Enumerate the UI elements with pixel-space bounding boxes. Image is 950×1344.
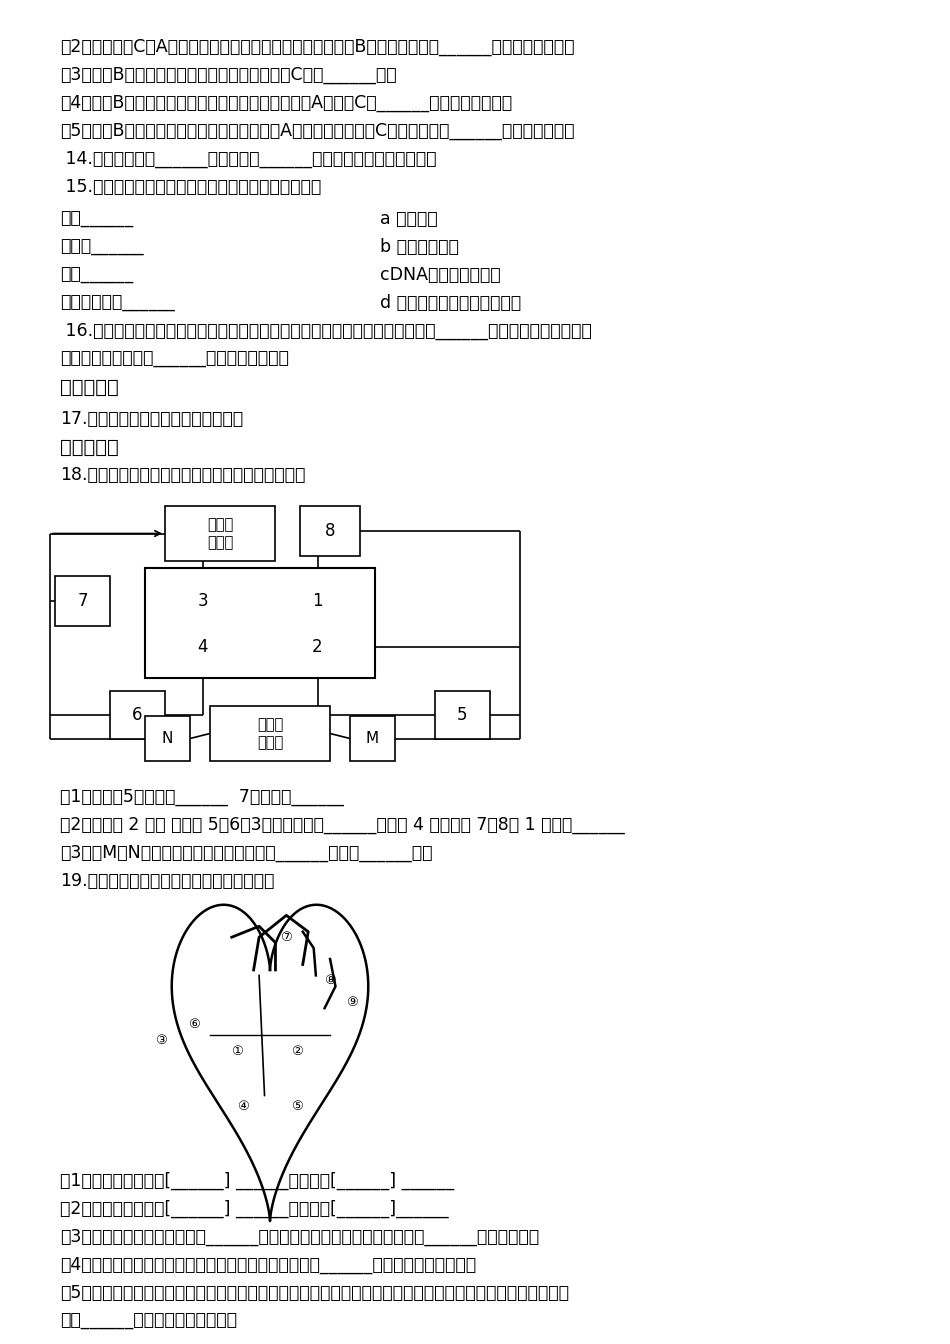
Text: 、2）血液由 2 射出 ，流经 5、6到3的循环途径叫______血液由 4 射出流经 7、8至 1 途径叫______: 、2）血液由 2 射出 ，流经 5、6到3的循环途径叫______血液由 4 射… — [60, 816, 625, 835]
Text: ⑤: ⑤ — [292, 1099, 303, 1113]
Text: 17.心脏收缩时，哪个腔的力量最强？: 17.心脏收缩时，哪个腔的力量最强？ — [60, 410, 243, 427]
Text: 、5）下肢骨骼肌活动产生的二氧化碳，被送到肺泡毛细血管经肺排出体外，二氧化碳随血液流经图中结构的顺: 、5）下肢骨骼肌活动产生的二氧化碳，被送到肺泡毛细血管经肺排出体外，二氧化碳随血… — [60, 1284, 569, 1302]
Text: 、3）图中动脉血流经的血管有______（选填标号），静脉血流经的血管有______（选填标号）: 、3）图中动脉血流经的血管有______（选填标号），静脉血流经的血管有____… — [60, 1228, 540, 1246]
Bar — [300, 505, 360, 556]
Bar — [145, 716, 190, 761]
Text: 三、解答题: 三、解答题 — [60, 378, 119, 396]
Text: 8: 8 — [325, 521, 335, 540]
Text: 16.运发动和经常参加体育锁炼的人，心肌兴旺，心脏搏动有力，安静状态下的______比一般人慢；剧烈运动: 16.运发动和经常参加体育锁炼的人，心肌兴旺，心脏搏动有力，安静状态下的____… — [60, 323, 592, 340]
Text: b 生物分类系统: b 生物分类系统 — [380, 238, 459, 255]
Text: 。2）如果血管C、A分别连通左心房和右心室，那么图中字毟B所示结构是位于______周围的毛细血管。: 。2）如果血管C、A分别连通左心房和右心室，那么图中字毟B所示结构是位于____… — [60, 38, 575, 56]
Text: 18.以下图是血液循环和气体交换示意图请根据图示: 18.以下图是血液循环和气体交换示意图请根据图示 — [60, 466, 305, 484]
Text: 5: 5 — [457, 706, 467, 724]
Text: 3: 3 — [198, 591, 208, 610]
Text: ④: ④ — [237, 1099, 249, 1113]
Bar — [435, 691, 490, 739]
Text: ①: ① — [231, 1046, 243, 1058]
Text: 时，主要是通过提高______来提高心输出量。: 时，主要是通过提高______来提高心输出量。 — [60, 349, 289, 368]
Text: 、1）体循环的起点是[______] ______，终点是[______] ______: 、1）体循环的起点是[______] ______，终点是[______] __… — [60, 1172, 454, 1191]
Text: 四、综合题: 四、综合题 — [60, 438, 119, 457]
Text: 、2）肺循环的终点是[______] ______，终点是[______]______: 、2）肺循环的终点是[______] ______，终点是[______]___… — [60, 1200, 448, 1218]
Text: 2: 2 — [313, 638, 323, 656]
Text: d 物种起源与生物进化的理论: d 物种起源与生物进化的理论 — [380, 294, 522, 312]
Text: 19.如下图是心脏结构示意图，根据图答复：: 19.如下图是心脏结构示意图，根据图答复： — [60, 872, 275, 890]
Text: cDNA分子双贺旋结构: cDNA分子双贺旋结构 — [380, 266, 501, 284]
Text: 、4）吸入肺泡中的氧气，随血液流经图中结构的顺序是______（用标号和箭头表示）: 、4）吸入肺泡中的氧气，随血液流经图中结构的顺序是______（用标号和箭头表示… — [60, 1257, 476, 1274]
Bar — [55, 577, 110, 626]
Text: 。4）如果B为小肠绒毛内的毛细血管（网），那么与A相比，C中______多了而氧气少了。: 。4）如果B为小肠绒毛内的毛细血管（网），那么与A相比，C中______多了而氧… — [60, 94, 512, 112]
Text: N: N — [162, 731, 173, 746]
Bar — [145, 569, 375, 677]
Text: ③: ③ — [155, 1035, 167, 1047]
Text: 7: 7 — [77, 591, 87, 610]
Text: 4: 4 — [198, 638, 208, 656]
Text: 、3）由M到N处，血液的成分发生了变化，______血成了______血。: 、3）由M到N处，血液的成分发生了变化，______血成了______血。 — [60, 844, 432, 862]
Bar — [210, 706, 330, 761]
Bar — [110, 691, 165, 739]
Text: 林奈______: 林奈______ — [60, 210, 133, 228]
Text: 15.连线题：请将科学家与相应的研究成果匹配起来。: 15.连线题：请将科学家与相应的研究成果匹配起来。 — [60, 177, 321, 196]
Text: 1: 1 — [313, 591, 323, 610]
Text: a 血液循环: a 血液循环 — [380, 210, 438, 228]
Bar — [350, 716, 395, 761]
Text: 、1）图中电5所指的是______  7所指的是______: 、1）图中电5所指的是______ 7所指的是______ — [60, 788, 344, 806]
Text: ⑥: ⑥ — [187, 1017, 200, 1031]
Text: 。5）如果B为肾内的毛细血管（网），那么与A（肾动脉）相比，C（肾静脉）中______及氧气均少了。: 。5）如果B为肾内的毛细血管（网），那么与A（肾动脉）相比，C（肾静脉）中___… — [60, 122, 575, 140]
Text: 14.动脉血是指含______丰富，颜色______的血液，静脉血那么相反。: 14.动脉血是指含______丰富，颜色______的血液，静脉血那么相反。 — [60, 151, 436, 168]
Text: M: M — [366, 731, 379, 746]
Text: 全身毛
细血管: 全身毛 细血管 — [256, 718, 283, 750]
Bar — [165, 505, 275, 560]
Text: 哈维______: 哈维______ — [60, 266, 133, 284]
Text: 肺部毛
细血管: 肺部毛 细血管 — [207, 517, 233, 550]
Text: ⑧: ⑧ — [324, 974, 336, 988]
Text: 6: 6 — [132, 706, 142, 724]
Text: ⑨: ⑨ — [346, 996, 358, 1009]
Text: 。3）如果B为脑组织处的毛细血管（网），那么C中流______血。: 。3）如果B为脑组织处的毛细血管（网），那么C中流______血。 — [60, 66, 397, 83]
Text: 沃森和克里克______: 沃森和克里克______ — [60, 294, 175, 312]
Text: 序是______（用标号和箭头表示）: 序是______（用标号和箭头表示） — [60, 1312, 237, 1331]
Text: ②: ② — [292, 1046, 303, 1058]
Text: ⑦: ⑦ — [280, 930, 293, 943]
Text: 达尔文______: 达尔文______ — [60, 238, 143, 255]
